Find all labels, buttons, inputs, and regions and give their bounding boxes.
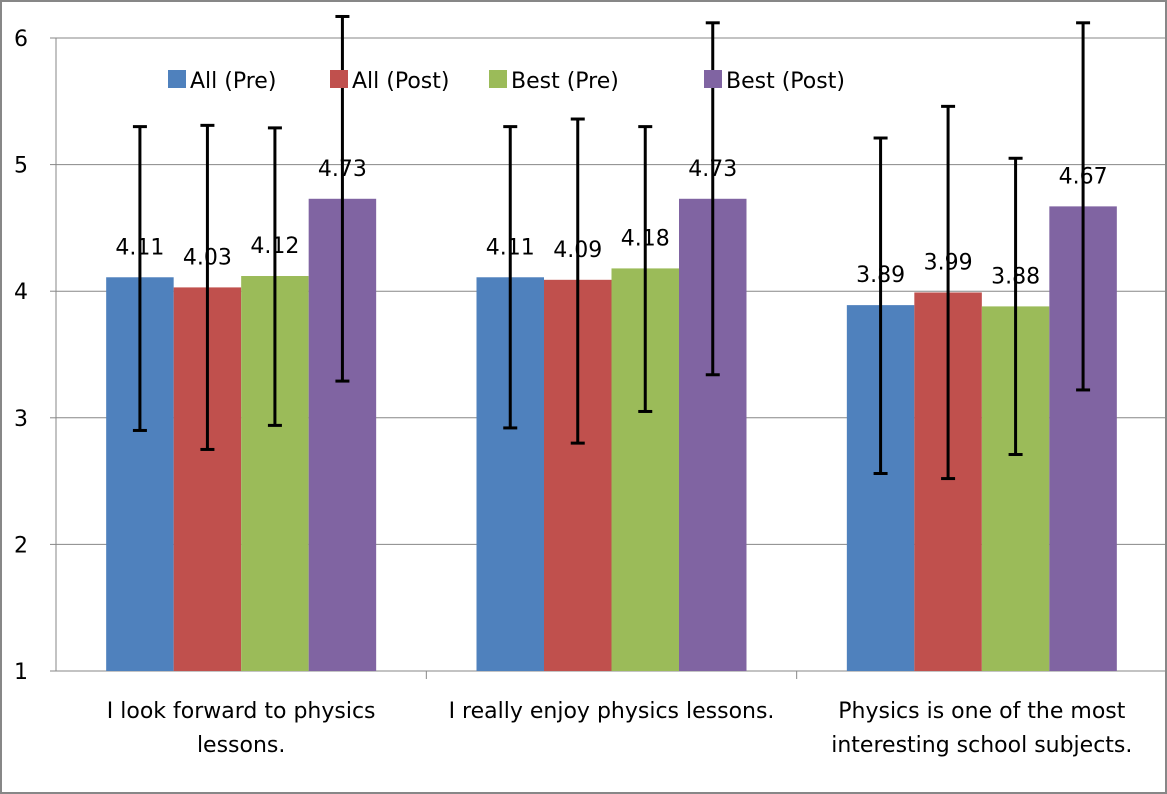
x-category-label: Physics is one of the most interesting sc… (831, 699, 1132, 758)
legend-swatch (330, 70, 348, 88)
legend-swatch (489, 70, 507, 88)
legend-swatch (168, 70, 186, 88)
legend: All (Pre) All (Post) Best (Pre) Best (Post) (168, 69, 845, 94)
y-tick-label: 1 (14, 660, 28, 685)
axes: 1 2 3 4 5 6 I look forward to physics lessons. I… (14, 27, 1167, 758)
legend-swatch (704, 70, 722, 88)
legend-label: Best (Post) (726, 69, 845, 94)
x-category-label: I look forward to physics lessons. (107, 699, 376, 758)
y-tick-label: 4 (14, 280, 28, 305)
y-tick-label: 3 (14, 407, 28, 432)
legend-label: Best (Pre) (511, 69, 619, 94)
y-tick-label: 6 (14, 27, 28, 52)
x-category-label: I really enjoy physics lessons. (449, 699, 775, 724)
y-tick-label: 5 (14, 154, 28, 179)
y-tick-label: 2 (14, 533, 28, 558)
legend-label: All (Pre) (190, 69, 276, 94)
legend-label: All (Post) (352, 69, 449, 94)
